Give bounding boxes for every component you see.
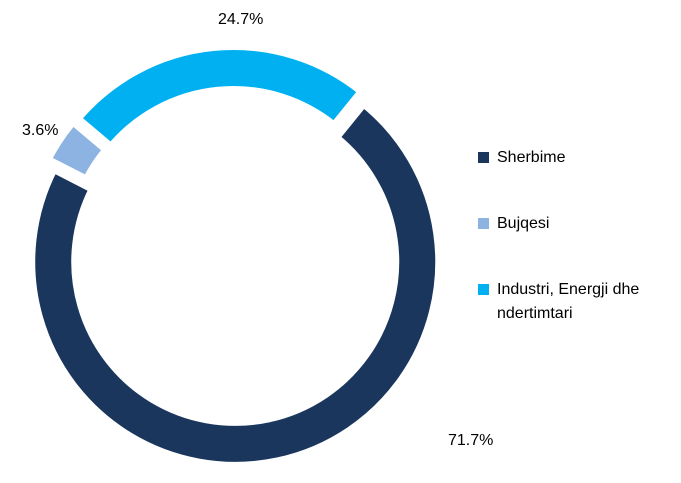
donut-segment xyxy=(42,115,113,186)
legend-label: Bujqesi xyxy=(497,215,550,232)
legend-label: Sherbime xyxy=(497,149,566,166)
legend-label: Industri, Energji dhe ndertimtari xyxy=(497,281,640,322)
data-label: 71.7% xyxy=(448,432,493,449)
donut-segment xyxy=(27,97,444,470)
legend-swatch xyxy=(478,218,489,229)
legend-item: Industri, Energji dhe ndertimtari xyxy=(478,278,678,326)
data-label: 24.7% xyxy=(218,11,263,28)
legend-item: Bujqesi xyxy=(478,212,678,236)
legend-item: Sherbime xyxy=(478,146,678,170)
donut-segment xyxy=(71,42,368,153)
legend-swatch xyxy=(478,152,489,163)
legend: Sherbime Bujqesi Industri, Energji dhe nde… xyxy=(478,146,678,368)
data-label: 3.6% xyxy=(22,122,58,139)
legend-swatch xyxy=(478,284,489,295)
